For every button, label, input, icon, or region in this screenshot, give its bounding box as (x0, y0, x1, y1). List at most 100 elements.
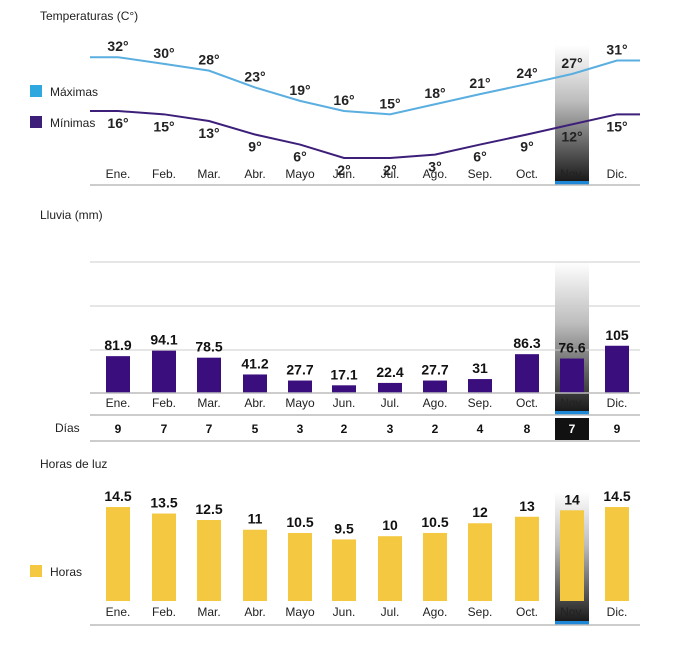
highlight-accent-0 (555, 181, 589, 185)
min-temperature-label: 2° (383, 162, 396, 178)
daylight-month-label: Mar. (197, 605, 220, 619)
rain-value-label: 31 (472, 360, 488, 376)
temperature-month-label: Dic. (607, 167, 628, 181)
rain-month-label: Nov. (560, 396, 584, 410)
daylight-legend: Horas (30, 565, 82, 579)
temperature-month-label: Ene. (106, 167, 131, 181)
daylight-value-label: 14 (564, 491, 580, 507)
min-temperature-label: 15° (606, 118, 627, 134)
max-temperature-label: 18° (424, 85, 445, 101)
rain-month-label: Ago. (423, 396, 448, 410)
daylight-value-label: 12 (472, 504, 488, 520)
temperature-month-label: Jun. (333, 167, 356, 181)
rain-days-value: 3 (297, 422, 304, 436)
rain-days-value: 9 (115, 422, 122, 436)
temperature-legend: Máximas Mínimas (30, 85, 98, 130)
rain-bar (605, 345, 629, 393)
max-temperature-label: 27° (561, 55, 582, 71)
rain-month-label: Feb. (152, 396, 176, 410)
rain-days-value: 8 (524, 422, 531, 436)
legend-hours-swatch (30, 565, 42, 577)
rain-bar (468, 379, 492, 393)
daylight-month-label: Feb. (152, 605, 176, 619)
daylight-value-label: 12.5 (195, 501, 222, 517)
daylight-month-label: Sep. (468, 605, 493, 619)
rain-days-value: 2 (341, 422, 348, 436)
rain-month-label: Mayo (285, 396, 315, 410)
temperature-month-label: Mayo (285, 167, 315, 181)
rain-month-label: Jul. (381, 396, 400, 410)
rain-month-label: Sep. (468, 396, 493, 410)
rain-value-label: 17.1 (330, 366, 357, 382)
rain-bar (560, 358, 584, 393)
legend-min-label: Mínimas (50, 116, 95, 130)
min-temperature-line (90, 109, 640, 159)
rain-days-value: 9 (614, 422, 621, 436)
daylight-bar (468, 523, 492, 601)
rain-bar (515, 354, 539, 393)
daylight-value-label: 13 (519, 498, 535, 514)
highlight-column-0 (555, 45, 589, 185)
daylight-month-label: Abr. (244, 605, 265, 619)
min-temperature-label: 13° (198, 125, 219, 141)
rain-value-label: 105 (605, 327, 629, 343)
max-temperature-label: 28° (198, 52, 219, 68)
daylight-value-label: 14.5 (603, 488, 630, 504)
rain-value-label: 86.3 (513, 335, 540, 351)
rain-days-value: 2 (432, 422, 439, 436)
rain-value-label: 76.6 (558, 340, 585, 356)
daylight-value-label: 10 (382, 517, 398, 533)
rain-value-label: 78.5 (195, 339, 222, 355)
daylight-bar (243, 529, 267, 601)
daylight-bar (605, 507, 629, 601)
rain-bar (106, 356, 130, 393)
highlight-accent-1 (555, 411, 589, 415)
daylight-month-label: Dic. (607, 605, 628, 619)
max-temperature-label: 24° (516, 65, 537, 81)
temperature-month-label: Jul. (381, 167, 400, 181)
rain-bar (243, 374, 267, 393)
rain-days-value: 7 (161, 422, 168, 436)
min-temperature-label: 9° (520, 138, 533, 154)
daylight-month-label: Jun. (333, 605, 356, 619)
daylight-month-label: Jul. (381, 605, 400, 619)
temperature-month-label: Feb. (152, 167, 176, 181)
temperature-month-label: Abr. (244, 167, 265, 181)
max-temperature-label: 30° (153, 45, 174, 61)
daylight-plot: 14.5 13.5 12.5 11 10.5 9.5 10 10.5 12 13 14 14.5 Ene… (90, 488, 640, 626)
temperature-month-label: Nov. (560, 167, 584, 181)
rain-value-label: 27.7 (421, 362, 448, 378)
max-temperature-label: 19° (289, 82, 310, 98)
rain-value-label: 27.7 (286, 362, 313, 378)
min-temperature-label: 12° (561, 128, 582, 144)
min-temperature-label: 6° (473, 149, 486, 165)
rain-value-label: 41.2 (241, 355, 268, 371)
daylight-bar (152, 513, 176, 601)
daylight-month-label: Oct. (516, 605, 538, 619)
rain-days-value: 3 (387, 422, 394, 436)
daylight-bar (197, 520, 221, 601)
days-label: Días (55, 421, 80, 435)
legend-min-swatch (30, 116, 42, 128)
rain-bar (152, 350, 176, 393)
min-temperature-label: 3° (428, 159, 441, 175)
daylight-title: Horas de luz (40, 457, 107, 471)
max-temperature-label: 32° (107, 38, 128, 54)
min-temperature-label: 6° (293, 149, 306, 165)
daylight-value-label: 11 (248, 511, 263, 527)
daylight-bar (288, 532, 312, 601)
legend-hours-label: Horas (50, 565, 82, 579)
daylight-value-label: 9.5 (334, 520, 354, 536)
daylight-value-label: 13.5 (150, 495, 177, 511)
max-temperature-label: 15° (379, 95, 400, 111)
rain-month-label: Mar. (197, 396, 220, 410)
rain-days-value: 7 (206, 422, 213, 436)
daylight-bar (515, 516, 539, 601)
rain-month-label: Dic. (607, 396, 628, 410)
highlight-accent-2 (555, 621, 589, 625)
rain-plot: 81.9 94.1 78.5 41.2 27.7 17.1 22.4 27.7 31 86.3 76… (90, 261, 640, 442)
rain-month-label: Ene. (106, 396, 131, 410)
min-temperature-label: 2° (337, 162, 350, 178)
rain-month-label: Jun. (333, 396, 356, 410)
